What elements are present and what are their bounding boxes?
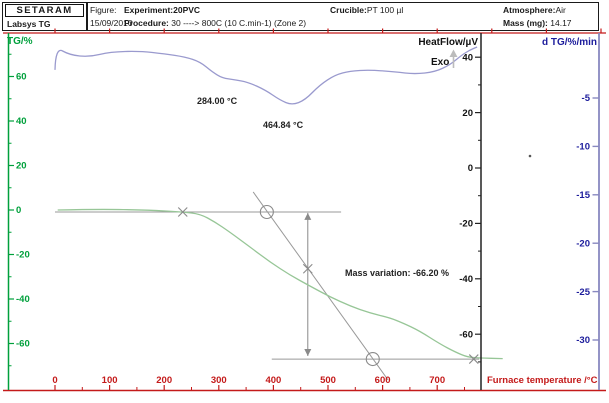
procedure-field: Procedure: 30 ----> 800C (10 C.min-1) (Z… <box>124 18 306 28</box>
experiment-label: Experiment: <box>124 5 174 15</box>
brand-text: SETARAM <box>16 5 73 16</box>
x-tick-label: 200 <box>156 375 172 386</box>
circle-marker <box>259 204 274 220</box>
atmosphere-field: Atmosphere:Air <box>503 5 566 15</box>
header-divider <box>86 2 88 31</box>
analysis-markers-layer <box>177 204 479 367</box>
mass-arrowhead-up-icon <box>304 212 312 220</box>
mass-arrowhead-down-icon <box>304 348 312 356</box>
procedure-label: Procedure: <box>124 18 169 28</box>
mass-value: 14.17 <box>550 18 572 28</box>
x-marker <box>302 263 313 274</box>
procedure-value: 30 ----> 800C (10 C.min-1) (Zone 2) <box>171 18 307 28</box>
x-tick-label: 500 <box>320 375 336 386</box>
circle-marker <box>365 352 380 367</box>
x-tick-label: 300 <box>211 375 227 386</box>
stray-dot <box>528 154 532 158</box>
curve-heatflow <box>54 46 478 105</box>
figure-label: Figure: <box>90 5 117 15</box>
tg-axis-title: TG/% <box>7 36 33 47</box>
exo-arrowhead-icon <box>449 49 458 57</box>
atmosphere-value: Air <box>555 5 566 15</box>
heatflow-tick-label: 20 <box>462 108 473 119</box>
dtg-tick-label: -25 <box>576 287 590 298</box>
tg-tick-label: -20 <box>16 250 30 261</box>
curves-layer <box>54 46 503 360</box>
x-marker <box>177 207 188 217</box>
temperature-axis-title: Furnace temperature /°C <box>487 375 598 386</box>
x-tick-label: 0 <box>52 375 57 386</box>
mass-field: Mass (mg): 14.17 <box>503 18 572 28</box>
tg-tick-label: 20 <box>16 161 27 172</box>
crucible-value: PT 100 µl <box>366 5 404 15</box>
dtg-tick-label: -5 <box>582 93 591 104</box>
tg-tick-label: -60 <box>16 339 30 350</box>
tg-tick-label: -40 <box>16 294 30 305</box>
heatflow-tick-label: 40 <box>462 52 473 63</box>
crucible-label: Crucible: <box>330 5 367 15</box>
x-tick-label: 700 <box>429 375 445 386</box>
tangent-line <box>252 191 389 381</box>
instrument-name: Labsys TG <box>7 19 51 29</box>
dtg-tick-label: -30 <box>576 335 590 346</box>
heatflow-tick-label: -60 <box>459 329 473 340</box>
dtg-axis-title: d TG/%/min <box>542 37 597 48</box>
peak2-annotation: 464.84 °C <box>263 120 304 130</box>
crucible-field: Crucible:PT 100 µl <box>330 5 403 15</box>
x-tick-label: 600 <box>375 375 391 386</box>
heatflow-tick-label: -20 <box>459 219 473 230</box>
dtg-tick-label: -20 <box>576 238 590 249</box>
tg-tick-label: 0 <box>16 205 21 216</box>
peak1-annotation: 284.00 °C <box>197 96 238 106</box>
heatflow-axis-title: HeatFlow/µV <box>418 37 478 48</box>
atmosphere-label: Atmosphere: <box>503 5 556 15</box>
report-header <box>2 2 599 31</box>
dtg-tick-label: -10 <box>576 142 590 153</box>
tg-tick-label: 40 <box>16 116 27 127</box>
experiment-value: 20PVC <box>173 5 201 15</box>
heatflow-tick-label: 0 <box>468 163 473 174</box>
construction-lines-layer <box>55 191 480 381</box>
x-tick-label: 400 <box>265 375 281 386</box>
tg-tick-label: 60 <box>16 72 27 83</box>
mass-label: Mass (mg): <box>503 18 548 28</box>
heatflow-tick-label: -40 <box>459 274 473 285</box>
curve-tg <box>57 208 503 360</box>
exo-label: Exo <box>431 57 449 68</box>
date-value: 15/09/2010 <box>90 18 133 28</box>
experiment-field: Experiment:20PVC <box>124 5 200 15</box>
x-marker <box>468 354 479 364</box>
x-tick-label: 100 <box>102 375 118 386</box>
dtg-tick-label: -15 <box>576 190 590 201</box>
mass-variation-annotation: Mass variation: -66.20 % <box>345 268 449 278</box>
setaram-logo: SETARAM <box>5 4 84 17</box>
axis-ticks-layer: 0 100 200 300 400 500 600 7006040200-20-40-6040… <box>8 28 602 390</box>
